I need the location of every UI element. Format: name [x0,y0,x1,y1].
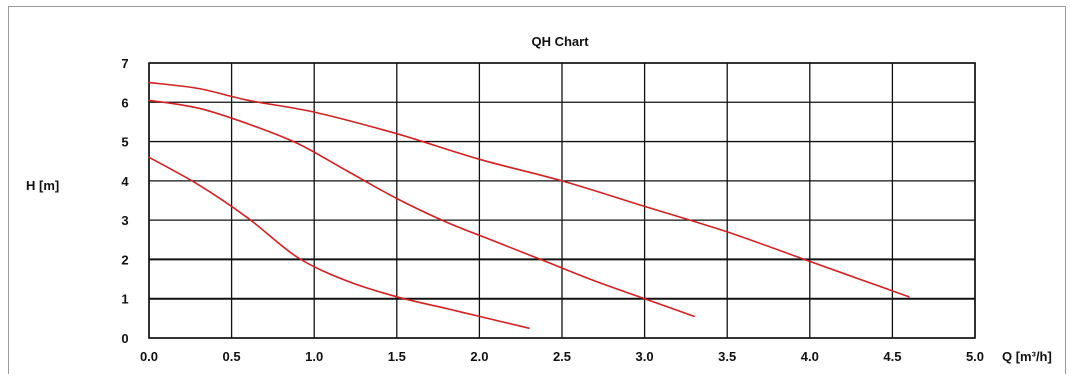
x-tick-label: 4.0 [801,349,819,364]
y-tick-label: 1 [121,292,128,307]
x-axis-label: Q [m³/h] [1002,349,1052,364]
y-tick-label: 5 [121,135,128,150]
x-tick-label: 0.0 [140,349,158,364]
x-tick-label: 3.5 [718,349,736,364]
y-tick-label: 0 [121,331,128,346]
y-tick-label: 2 [121,252,128,267]
chart-frame [8,6,1066,374]
y-tick-label: 3 [121,213,128,228]
x-tick-label: 1.5 [388,349,406,364]
x-tick-label: 5.0 [966,349,984,364]
y-axis-label: H [m] [26,178,59,193]
y-tick-label: 7 [121,56,128,71]
x-tick-label: 4.5 [883,349,901,364]
x-tick-label: 3.0 [636,349,654,364]
x-tick-label: 2.0 [470,349,488,364]
y-tick-label: 4 [121,174,129,189]
tick-labels: 0 1 2 3 4 5 6 7 0.0 0.5 1.0 1.5 2.0 2.5 3.0 3.5 4.0 4.5 5.… [121,56,984,364]
x-tick-label: 0.5 [223,349,241,364]
series-lines [148,81,910,329]
x-tick-label: 2.5 [553,349,571,364]
chart-title: QH Chart [531,34,589,49]
series-line-2 [148,99,695,318]
y-tick-label: 6 [121,95,128,110]
x-tick-label: 1.0 [305,349,323,364]
series-line-3 [148,81,910,298]
series-line-1 [148,156,530,329]
plot-border [148,62,976,339]
